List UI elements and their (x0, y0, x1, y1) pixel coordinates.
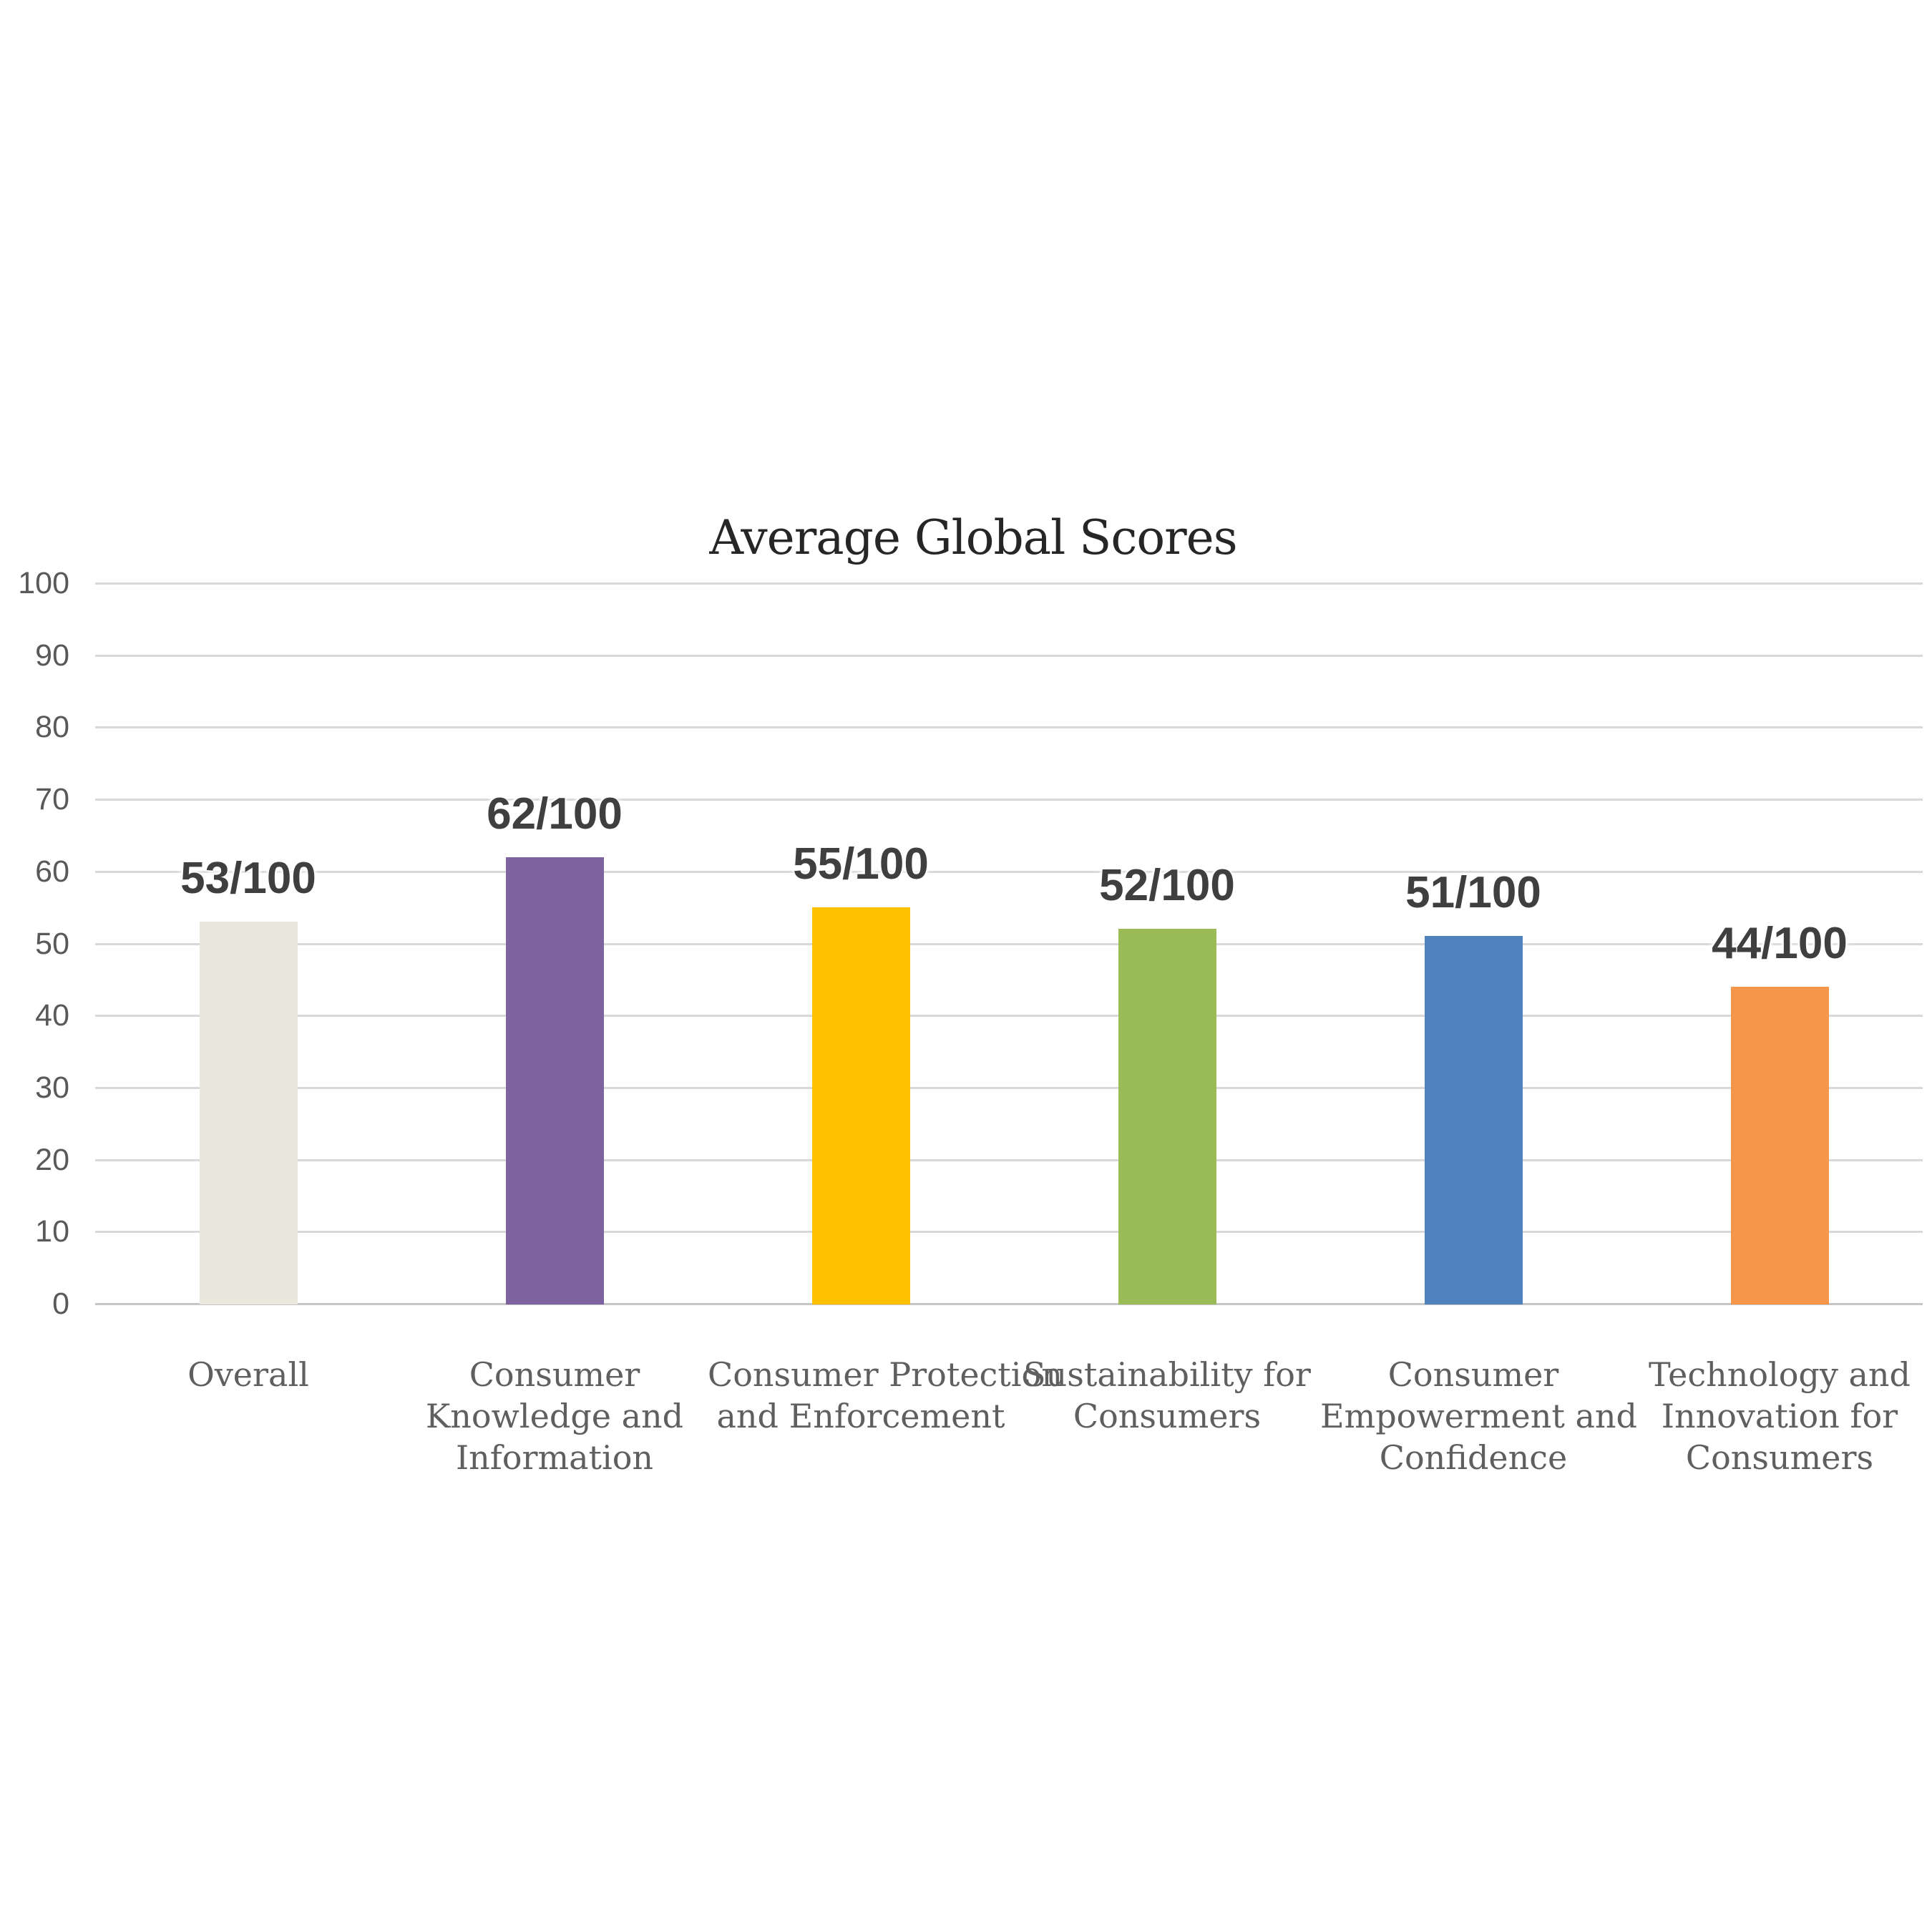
chart-title: Average Global Scores (709, 510, 1237, 565)
category-label: Consumer Empowerment and Confidence (1320, 1354, 1637, 1478)
category-label-line: Knowledge and (425, 1397, 684, 1435)
bar (1118, 929, 1216, 1304)
category-label: Consumer Knowledge and Information (401, 1354, 708, 1478)
y-tick-label: 20 (35, 1142, 69, 1177)
gridline (95, 654, 1923, 657)
x-axis-line (95, 1303, 1923, 1305)
gridline (95, 1231, 1923, 1234)
category-label-line: Technology and (1648, 1355, 1911, 1394)
bar (199, 922, 298, 1304)
category-label-line: Consumer Protection (708, 1355, 1063, 1394)
gridline (95, 942, 1923, 945)
category-label-line: Overall (187, 1355, 309, 1394)
category-label-line: Confidence (1379, 1438, 1568, 1477)
bar (505, 857, 604, 1304)
gridline (95, 870, 1923, 873)
y-tick-label: 50 (35, 926, 69, 961)
category-label-line: Consumer (469, 1355, 640, 1394)
bar (1424, 936, 1523, 1304)
y-tick-label: 40 (35, 998, 69, 1033)
y-tick-label: 10 (35, 1214, 69, 1249)
value-label: 52/100 (1099, 861, 1235, 911)
y-tick-label: 100 (18, 566, 69, 600)
value-label: 51/100 (1405, 868, 1541, 918)
y-tick-label: 70 (35, 782, 69, 817)
gridline (95, 799, 1923, 801)
category-label-line: Consumer (1387, 1355, 1559, 1394)
y-tick-label: 0 (52, 1287, 69, 1321)
category-label: Sustainability for Consumers (1014, 1354, 1320, 1437)
bar (1730, 986, 1829, 1304)
value-label: 44/100 (1712, 918, 1848, 968)
bar (811, 907, 910, 1304)
value-label: 53/100 (180, 854, 316, 904)
value-label: 55/100 (793, 839, 929, 889)
category-label-line: Consumers (1685, 1438, 1874, 1477)
category-label-line: Empowerment and (1320, 1397, 1637, 1435)
category-label-line: Information (455, 1438, 654, 1477)
category-label: Consumer Protection and Enforcement (708, 1354, 1063, 1437)
y-tick-label: 80 (35, 710, 69, 745)
gridline (95, 1015, 1923, 1018)
category-label-line: and Enforcement (716, 1397, 1005, 1435)
category-label-line: Innovation for (1661, 1397, 1898, 1435)
category-label-line: Consumers (1073, 1397, 1262, 1435)
category-label-line: Sustainability for (1023, 1355, 1311, 1394)
y-tick-label: 60 (35, 854, 69, 889)
y-tick-label: 90 (35, 638, 69, 673)
gridline (95, 726, 1923, 729)
category-label: Technology and Innovation for Consumers (1626, 1354, 1932, 1478)
gridline (95, 582, 1923, 585)
gridline (95, 1158, 1923, 1161)
value-label: 62/100 (487, 789, 623, 839)
y-tick-label: 30 (35, 1070, 69, 1105)
gridline (95, 1086, 1923, 1089)
category-label: Overall (95, 1354, 401, 1395)
